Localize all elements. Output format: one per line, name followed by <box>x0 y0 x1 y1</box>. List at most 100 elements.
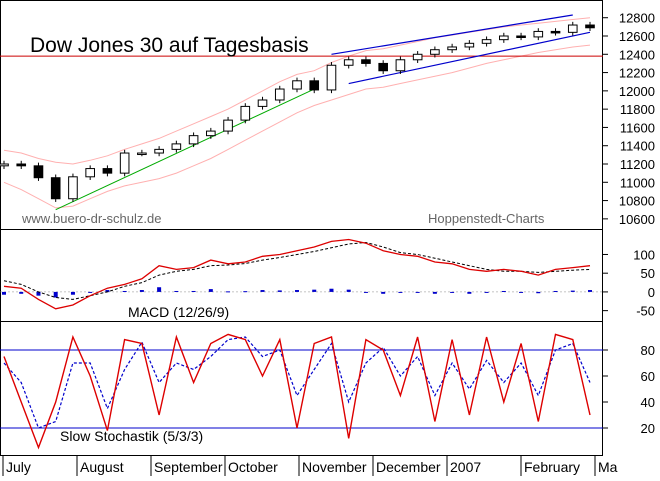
price-axis-tick-label: 11400 <box>620 139 655 154</box>
macd-histogram-bar <box>363 291 368 293</box>
stoch-axis-tick-label: 60 <box>641 369 655 384</box>
candle-body <box>257 99 268 107</box>
candle-body <box>326 64 337 91</box>
price-axis-tick-label: 11600 <box>620 120 655 135</box>
candle-body <box>567 24 578 33</box>
price-axis-tick-label: 10600 <box>619 212 655 227</box>
macd-axis-tick-label: 0 <box>648 285 655 300</box>
stoch-axis-tick-label: 80 <box>641 343 655 358</box>
price-axis-tick-label: 11000 <box>620 175 655 190</box>
price-axis-tick-label: 12600 <box>619 29 655 44</box>
price-axis-tick-label: 11800 <box>620 102 655 117</box>
axis-layer: 10600 10800 11000 11200 11400 11600 11800 12000… <box>2 11 655 476</box>
candle-body <box>585 24 595 29</box>
candle-body <box>50 177 61 200</box>
x-axis-label: February <box>524 459 580 475</box>
macd-histogram-bar <box>570 290 575 292</box>
candle-body <box>464 42 475 48</box>
macd-histogram-bar <box>467 291 472 294</box>
stoch-axis-tick-label: 20 <box>641 421 655 436</box>
macd-histogram-bar <box>415 291 420 293</box>
macd-axis-tick-label: 50 <box>641 266 655 281</box>
macd-histogram-bar <box>553 290 558 292</box>
stoch-panel-frame <box>0 321 603 456</box>
macd-histogram-bar <box>312 289 317 292</box>
macd-histogram-bar <box>208 289 213 292</box>
candle-body <box>85 168 95 178</box>
macd-histogram-bar <box>501 290 506 292</box>
macd-histogram-bar <box>588 290 592 292</box>
candle-body <box>343 59 354 66</box>
candle-body <box>16 163 27 167</box>
candle-body <box>33 165 44 179</box>
x-axis-label: September <box>154 459 223 475</box>
x-axis-label: December <box>376 459 441 475</box>
price-axis-tick-label: 10800 <box>619 194 655 209</box>
stoch-layer <box>0 333 603 450</box>
macd-histogram-bar <box>53 291 58 298</box>
macd-line <box>3 238 591 310</box>
candle-body <box>395 59 406 72</box>
candle-body <box>499 35 509 41</box>
candle-body <box>533 30 544 38</box>
macd-layer <box>0 238 603 310</box>
macd-histogram-bar <box>174 290 179 292</box>
stoch-d-line <box>3 336 591 429</box>
candle-body <box>68 176 78 200</box>
macd-histogram-bar <box>226 291 231 293</box>
macd-histogram-bar <box>450 291 455 293</box>
bollinger-upper-line <box>3 17 591 165</box>
macd-histogram-bar <box>70 291 75 295</box>
x-axis-label: 2007 <box>450 459 481 475</box>
macd-histogram-bar <box>260 290 265 292</box>
candle-body <box>430 49 440 55</box>
candle-body <box>481 39 492 44</box>
stoch-k-line <box>3 333 591 450</box>
macd-histogram-bar <box>19 291 24 294</box>
macd-histogram-bar <box>88 291 93 293</box>
candle-body <box>154 148 164 154</box>
macd-histogram-bar <box>277 290 282 292</box>
macd-histogram-bar <box>243 291 248 293</box>
watermark-right: Hoppenstedt-Charts <box>428 211 545 226</box>
uptrend-line <box>55 88 315 211</box>
chart-title: Dow Jones 30 auf Tagesbasis <box>30 34 309 57</box>
candle-body <box>137 152 147 156</box>
price-axis-tick-label: 12000 <box>619 84 655 99</box>
macd-histogram-bar <box>122 290 127 292</box>
x-axis-label: November <box>302 459 367 475</box>
macd-histogram-bar <box>381 291 386 294</box>
price-axis-tick-label: 12800 <box>619 11 655 26</box>
candle-body <box>223 119 233 132</box>
candle-body <box>309 80 320 91</box>
stoch-label: Slow Stochastik (5/3/3) <box>60 428 203 444</box>
macd-histogram-bar <box>519 291 524 293</box>
macd-histogram-bar <box>105 290 110 292</box>
x-axis-label: October <box>228 459 278 475</box>
macd-histogram-bar <box>484 291 489 293</box>
watermark-left: www.buero-dr-schulz.de <box>21 211 161 226</box>
channel-lower-line <box>348 31 591 85</box>
x-axis-label: August <box>80 459 124 475</box>
price-axis-tick-label: 11200 <box>620 157 655 172</box>
candle-body <box>171 143 182 150</box>
macd-histogram-bar <box>157 287 162 292</box>
macd-label: MACD (12/26/9) <box>128 304 229 320</box>
candle-body <box>119 152 130 174</box>
candle-body <box>447 46 457 51</box>
candle-body <box>240 105 251 121</box>
bollinger-lower-line <box>3 44 591 209</box>
candle-body <box>361 59 371 64</box>
x-axis-label: Ma <box>598 459 618 475</box>
macd-histogram-bar <box>398 291 403 293</box>
price-axis-tick-label: 12200 <box>619 66 655 81</box>
macd-histogram-bar <box>432 291 437 294</box>
macd-histogram-bar <box>2 291 6 295</box>
candle-body <box>206 130 216 137</box>
macd-histogram-bar <box>36 291 41 296</box>
stoch-axis-tick-label: 40 <box>641 395 655 410</box>
macd-histogram-bar <box>329 288 334 292</box>
candle-body <box>550 30 561 34</box>
candle-body <box>412 53 423 61</box>
